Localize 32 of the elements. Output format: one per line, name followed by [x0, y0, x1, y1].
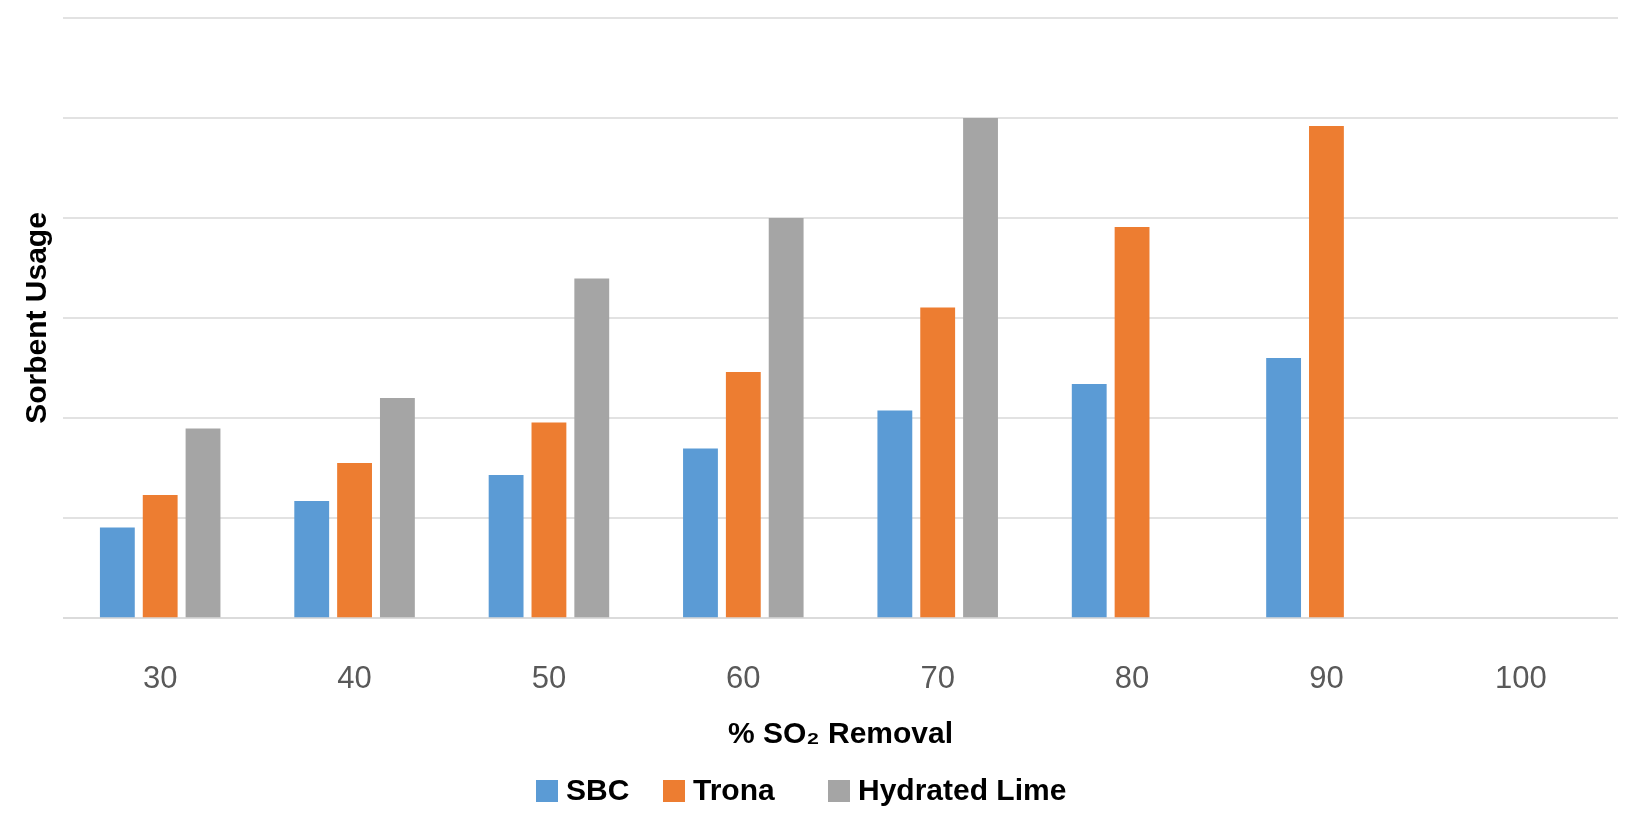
- bar: [574, 278, 610, 618]
- bar: [488, 475, 524, 618]
- legend-label: SBC: [566, 773, 630, 806]
- bar: [1114, 227, 1150, 618]
- legend-label: Hydrated Lime: [858, 773, 1067, 806]
- bar: [1071, 384, 1107, 618]
- bar: [294, 501, 330, 618]
- legend-label: Trona: [693, 773, 775, 806]
- x-tick-label: 30: [142, 660, 178, 695]
- x-tick-label: 40: [337, 660, 372, 695]
- bar: [142, 495, 178, 618]
- bar: [337, 463, 372, 618]
- bar: [877, 410, 913, 618]
- x-tick-label: 70: [920, 660, 955, 695]
- bar: [725, 372, 761, 618]
- x-tick-label: 60: [726, 660, 761, 695]
- x-tick-label: 90: [1309, 660, 1344, 695]
- bar: [1309, 126, 1344, 618]
- y-axis-title: Sorbent Usage: [19, 212, 52, 424]
- bar: [99, 527, 135, 618]
- bar: [1266, 358, 1302, 618]
- x-tick-label: 50: [531, 660, 567, 695]
- bar: [185, 428, 221, 618]
- bar: [920, 307, 956, 618]
- bar: [768, 218, 804, 618]
- bar: [379, 398, 415, 618]
- x-tick-label: 80: [1114, 660, 1150, 695]
- bar: [531, 422, 567, 618]
- bar: [683, 448, 718, 618]
- x-axis-title: % SO₂ Removal: [727, 716, 954, 749]
- bar: [963, 118, 998, 618]
- x-tick-label: 100: [1494, 660, 1547, 695]
